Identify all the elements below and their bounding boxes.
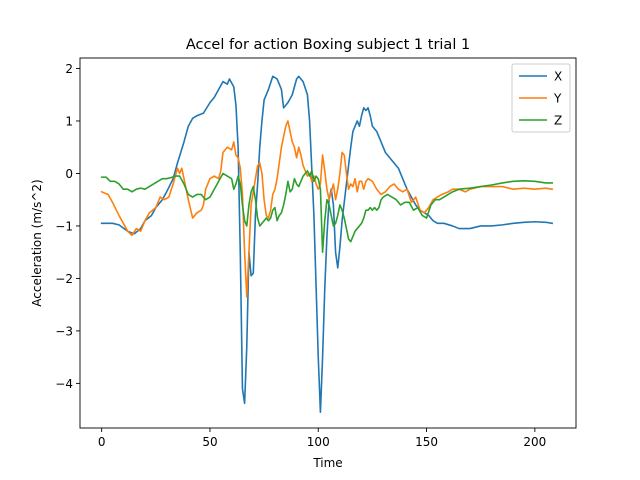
x-tick-label: 100 bbox=[307, 435, 330, 449]
x-tick-label: 50 bbox=[202, 435, 217, 449]
y-tick-label: −2 bbox=[55, 272, 73, 286]
y-tick-label: 2 bbox=[65, 62, 73, 76]
x-tick-label: 150 bbox=[415, 435, 438, 449]
x-tick-label: 0 bbox=[98, 435, 106, 449]
y-tick-label: −4 bbox=[55, 377, 73, 391]
y-tick-label: −1 bbox=[55, 219, 73, 233]
legend-label-x: X bbox=[554, 70, 562, 84]
x-tick-label: 200 bbox=[523, 435, 546, 449]
legend-label-z: Z bbox=[554, 114, 562, 128]
chart-title: Accel for action Boxing subject 1 trial … bbox=[186, 37, 470, 53]
y-tick-label: −3 bbox=[55, 324, 73, 338]
series-layer bbox=[100, 75, 554, 414]
plot-area: 0 50 100 150 200 −4 −3 −2 −1 0 1 2 bbox=[55, 57, 577, 449]
y-tick-label: 1 bbox=[65, 114, 73, 128]
y-axis-ticks: −4 −3 −2 −1 0 1 2 bbox=[55, 62, 80, 391]
x-axis-ticks: 0 50 100 150 200 bbox=[98, 428, 546, 449]
x-axis-label: Time bbox=[312, 456, 342, 470]
legend: XYZ bbox=[511, 63, 571, 133]
y-tick-label: 0 bbox=[65, 167, 73, 181]
plot-frame bbox=[79, 57, 577, 429]
series-line-z bbox=[100, 170, 553, 253]
series-line-x bbox=[100, 75, 554, 414]
y-axis-label: Acceleration (m/s^2) bbox=[30, 179, 44, 306]
legend-label-y: Y bbox=[553, 92, 562, 106]
series-line-y bbox=[100, 120, 554, 298]
